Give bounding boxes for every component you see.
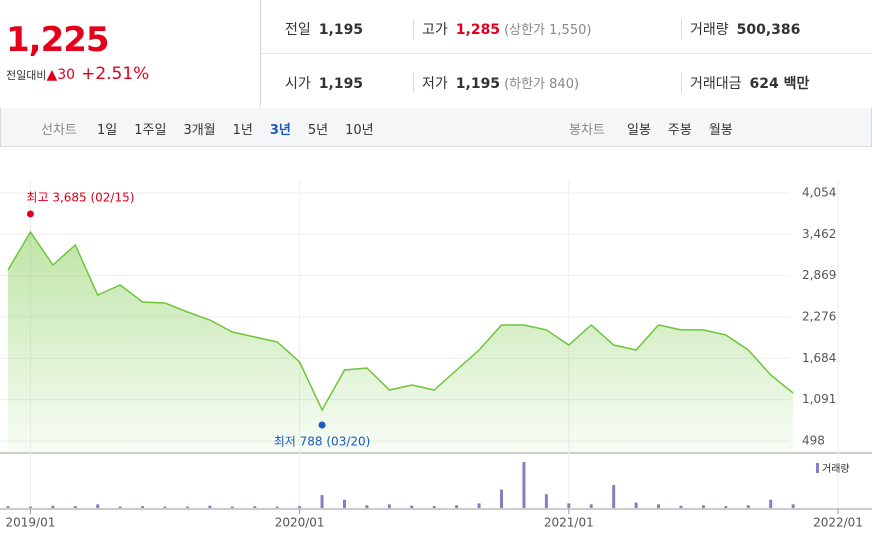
nav-label: 봉차트 bbox=[569, 123, 605, 138]
x-tick-label: 2020/01 bbox=[275, 516, 325, 530]
volume-bar bbox=[612, 485, 616, 508]
period-tab[interactable]: 5년 bbox=[307, 123, 329, 138]
volume-bar bbox=[410, 505, 414, 508]
volume-bar bbox=[51, 505, 55, 508]
y-tick-label: 2,276 bbox=[802, 309, 836, 323]
stat: 거래대금 624 백만 bbox=[681, 73, 809, 93]
volume-bar bbox=[432, 506, 436, 508]
stat-value: 624 백만 bbox=[749, 76, 810, 92]
stat-value: 1,195 bbox=[318, 22, 364, 38]
stat-value: 1,195 bbox=[318, 76, 364, 92]
stat-label: 거래량 bbox=[690, 22, 729, 38]
quote-header: 1,225 전일대비▲30 +2.51% 전일 1,195 고가 1,285 (상한가 1… bbox=[0, 0, 872, 109]
stat-label: 전일 bbox=[285, 22, 311, 38]
volume-bar bbox=[230, 506, 234, 508]
stat: 시가 1,195 bbox=[285, 73, 363, 93]
volume-bar bbox=[522, 462, 526, 508]
volume-bar bbox=[477, 503, 481, 508]
stats-row: 전일 1,195 고가 1,285 (상한가 1,550) 거래량 500,386 bbox=[261, 0, 872, 54]
volume-bar bbox=[544, 494, 548, 508]
period-tab[interactable]: 10년 bbox=[345, 123, 374, 138]
stats-row: 시가 1,195 저가 1,195 (하한가 840) 거래대금 624 백만 bbox=[261, 54, 872, 107]
volume-bar bbox=[163, 506, 167, 508]
annotation: 최저 788 (03/20) bbox=[274, 435, 371, 449]
volume-bar bbox=[298, 506, 302, 508]
annotation-dot bbox=[318, 421, 326, 429]
volume-bar bbox=[73, 506, 77, 508]
volume-bar bbox=[208, 505, 212, 508]
volume-bar bbox=[634, 502, 638, 508]
period-tab[interactable]: 1주일 bbox=[134, 123, 167, 138]
volume-bar bbox=[320, 495, 324, 508]
change-label: 전일대비 bbox=[6, 69, 47, 82]
stat-note: (하한가 840) bbox=[504, 77, 580, 92]
period-tab[interactable]: 3년 bbox=[269, 123, 291, 138]
volume-bar bbox=[746, 505, 750, 508]
nav-label: 선차트 bbox=[41, 123, 77, 138]
y-tick-label: 1,684 bbox=[802, 351, 836, 365]
candle-tab[interactable]: 주봉 bbox=[667, 123, 692, 138]
volume-bar bbox=[28, 506, 32, 508]
stat-value: 1,285 bbox=[455, 22, 501, 38]
y-tick-label: 498 bbox=[802, 433, 825, 447]
stat: 고가 1,285 (상한가 1,550) bbox=[413, 19, 591, 39]
volume-bar bbox=[96, 504, 100, 508]
volume-bar bbox=[455, 505, 459, 508]
volume-bar bbox=[185, 506, 189, 508]
volume-bar bbox=[253, 506, 257, 508]
stat-label: 시가 bbox=[285, 76, 311, 92]
stat: 저가 1,195 (하한가 840) bbox=[413, 73, 579, 93]
stat: 거래량 500,386 bbox=[681, 19, 800, 39]
annotation: 최고 3,685 (02/15) bbox=[26, 190, 134, 204]
x-tick-label: 2019/01 bbox=[6, 516, 56, 530]
price: 1,225 bbox=[6, 20, 110, 60]
volume-bar bbox=[567, 503, 571, 508]
volume-bar bbox=[387, 504, 391, 508]
x-tick-label: 2022/01 bbox=[813, 516, 863, 530]
volume-bar bbox=[342, 499, 346, 508]
stat-value: 1,195 bbox=[455, 76, 501, 92]
volume-bar bbox=[6, 506, 10, 508]
stat: 전일 1,195 bbox=[285, 19, 363, 39]
price-line bbox=[7, 230, 794, 412]
change-value: ▲30 bbox=[46, 67, 76, 83]
y-tick-label: 1,091 bbox=[802, 392, 836, 406]
x-tick-label: 2021/01 bbox=[544, 516, 594, 530]
volume-bar bbox=[500, 489, 504, 508]
stat-label: 저가 bbox=[422, 76, 448, 92]
volume-bar bbox=[118, 506, 122, 508]
period-nav: 선차트 봉차트 1일 1주일 3개월 1년 3년 5년 10년 일봉 주봉 월봉 bbox=[0, 108, 872, 147]
change-pct: +2.51% bbox=[81, 64, 150, 84]
volume-bar bbox=[724, 506, 728, 508]
volume-bar bbox=[365, 505, 369, 508]
volume-bar bbox=[701, 505, 705, 508]
candle-tab[interactable]: 월봉 bbox=[708, 123, 733, 138]
period-tab[interactable]: 1일 bbox=[97, 123, 118, 138]
y-tick-label: 3,462 bbox=[802, 227, 836, 241]
price-area bbox=[8, 232, 794, 452]
stat-label: 거래대금 bbox=[690, 76, 742, 92]
period-tab[interactable]: 3개월 bbox=[183, 123, 216, 138]
annotation-dot bbox=[26, 210, 34, 218]
legend-label: 거래량 bbox=[822, 463, 850, 475]
stat-value: 500,386 bbox=[736, 22, 801, 38]
price-box: 1,225 전일대비▲30 +2.51% bbox=[0, 0, 261, 107]
volume-bar bbox=[141, 506, 145, 508]
period-tab[interactable]: 1년 bbox=[232, 123, 253, 138]
y-tick-label: 4,054 bbox=[802, 185, 836, 199]
stat-note: (상한가 1,550) bbox=[504, 23, 592, 38]
change: 전일대비▲30 +2.51% bbox=[6, 64, 149, 84]
volume-bar bbox=[791, 504, 795, 508]
volume-bar bbox=[679, 505, 683, 508]
volume-bar bbox=[657, 504, 661, 508]
candle-tab[interactable]: 일봉 bbox=[627, 123, 651, 138]
volume-bar bbox=[275, 506, 279, 508]
volume-bar bbox=[769, 499, 773, 508]
volume-bar bbox=[589, 504, 593, 508]
legend-swatch bbox=[816, 463, 819, 473]
y-tick-label: 2,869 bbox=[802, 268, 836, 282]
stat-label: 고가 bbox=[422, 22, 448, 38]
